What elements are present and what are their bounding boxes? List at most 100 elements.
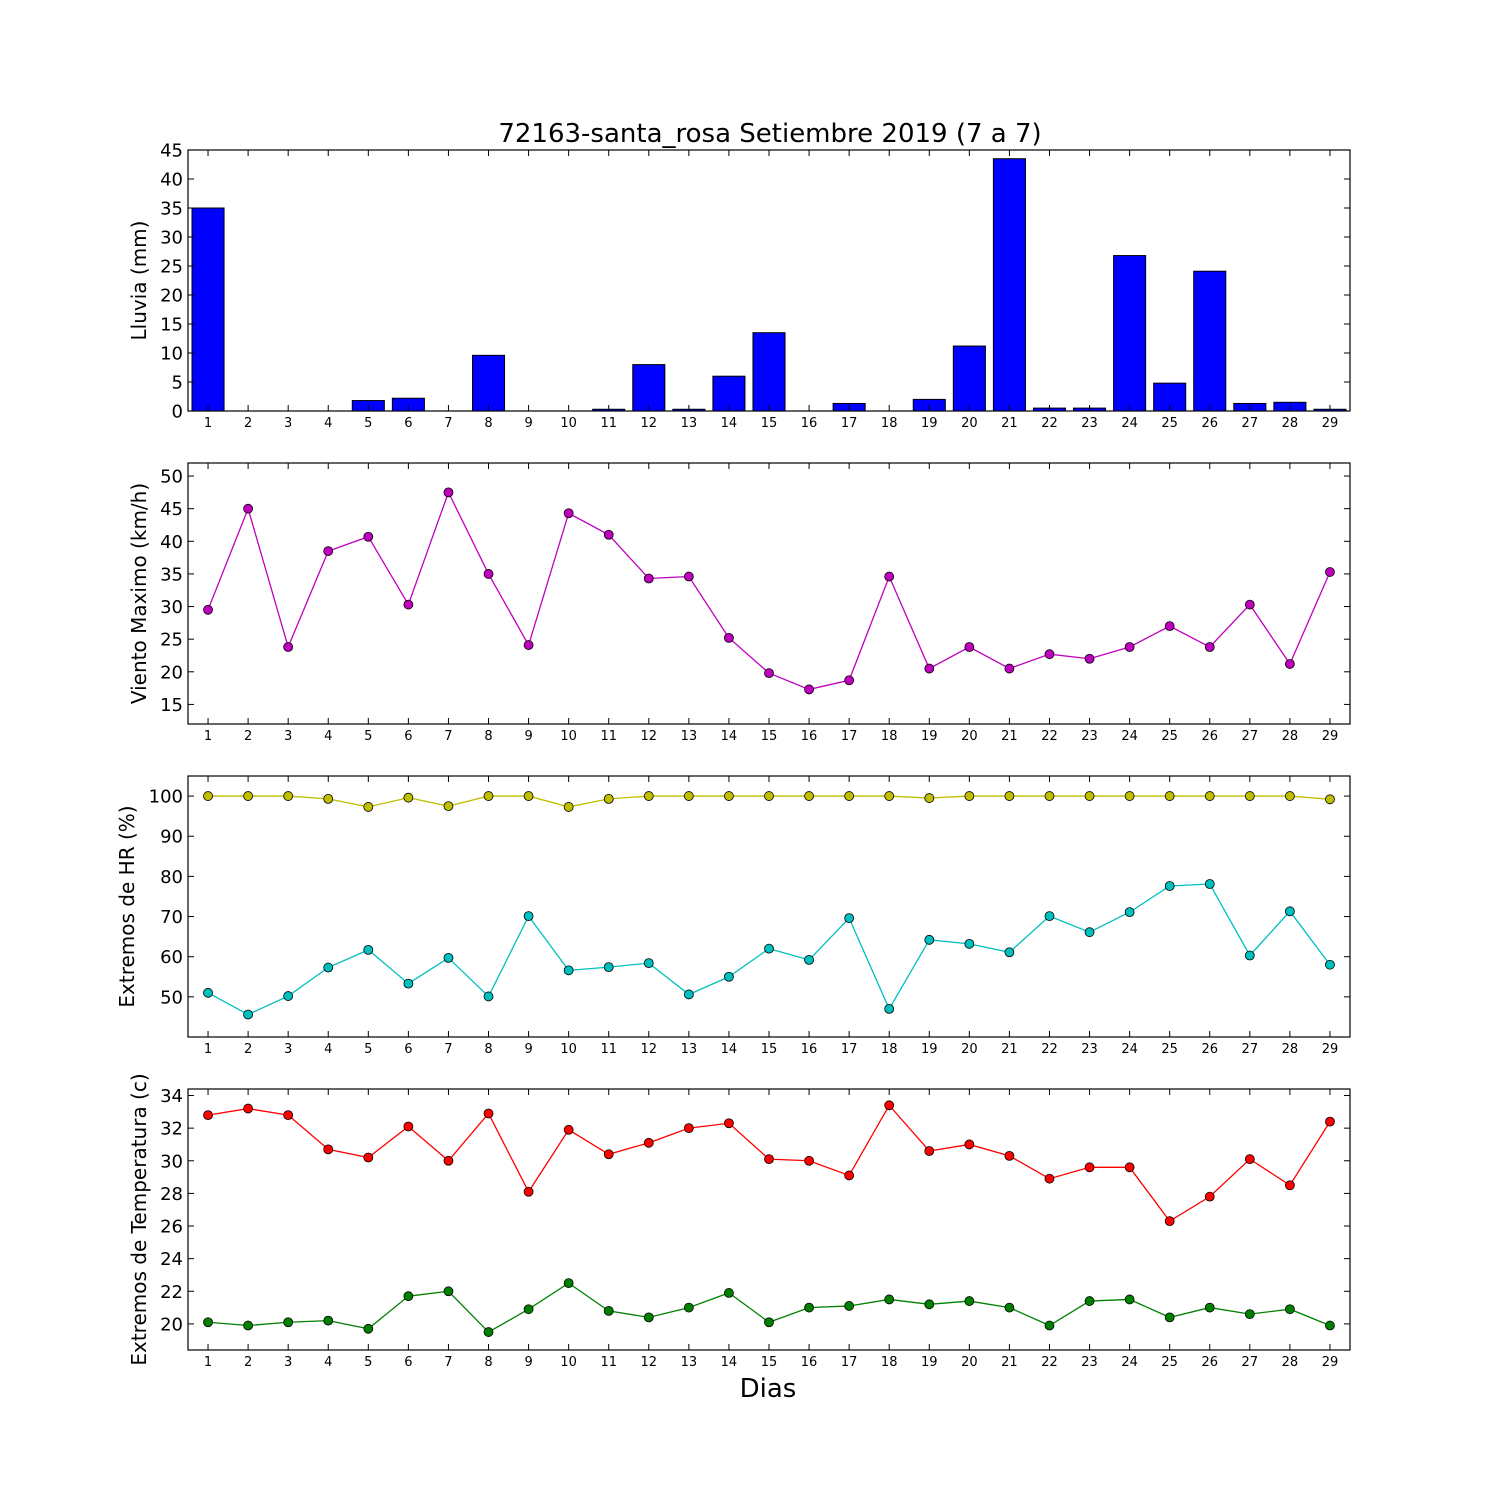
data-point bbox=[764, 1317, 774, 1328]
x-tick-label: 15 bbox=[761, 729, 778, 744]
data-point bbox=[203, 1317, 213, 1328]
x-tick-label: 1 bbox=[204, 416, 212, 431]
data-point bbox=[1004, 791, 1015, 801]
x-tick-label: 23 bbox=[1081, 1355, 1098, 1370]
y-tick-label: 40 bbox=[160, 532, 183, 553]
x-tick-label: 12 bbox=[641, 729, 658, 744]
x-tick-label: 11 bbox=[600, 1042, 617, 1057]
data-point bbox=[844, 675, 855, 686]
data-point bbox=[724, 1118, 734, 1129]
data-point bbox=[643, 791, 654, 801]
x-tick-label: 4 bbox=[324, 729, 332, 744]
data-point bbox=[563, 508, 574, 519]
y-tick-label: 20 bbox=[160, 286, 183, 307]
data-point bbox=[884, 1100, 895, 1111]
data-point bbox=[243, 503, 254, 514]
x-tick-label: 22 bbox=[1041, 1042, 1058, 1057]
series-line-1 bbox=[207, 490, 1331, 691]
x-tick-label: 8 bbox=[484, 1042, 492, 1057]
data-point bbox=[283, 1317, 294, 1328]
data-point bbox=[1124, 1294, 1135, 1305]
data-point bbox=[523, 791, 534, 801]
data-point bbox=[1204, 879, 1215, 889]
x-tick-label: 14 bbox=[721, 729, 738, 744]
data-point bbox=[683, 1302, 694, 1313]
x-tick-label: 16 bbox=[801, 1355, 818, 1370]
y-tick-label: 80 bbox=[160, 867, 183, 888]
x-tick-label: 9 bbox=[524, 729, 532, 744]
data-point bbox=[724, 791, 734, 801]
y-tick-label: 35 bbox=[160, 199, 183, 220]
data-point bbox=[1164, 881, 1175, 891]
x-tick-label: 28 bbox=[1282, 1355, 1299, 1370]
x-tick-label: 26 bbox=[1201, 1042, 1218, 1057]
data-point bbox=[1044, 649, 1055, 660]
chart-panel-2: 1 2 3 4 5 6 7 8 9 10 11 12 13 14 15 16 17 18 19 20 21 22 23 24 2… bbox=[127, 462, 1351, 744]
x-tick-label: 18 bbox=[881, 1042, 898, 1057]
x-tick-label: 19 bbox=[921, 1355, 938, 1370]
data-point bbox=[443, 1155, 454, 1166]
x-tick-label: 7 bbox=[444, 729, 452, 744]
x-tick-label: 29 bbox=[1322, 1355, 1339, 1370]
data-point bbox=[884, 1003, 895, 1014]
y-axis-label: Lluvia (mm) bbox=[127, 221, 151, 341]
data-point bbox=[323, 793, 334, 804]
data-point bbox=[964, 938, 975, 949]
x-tick-label: 12 bbox=[641, 416, 658, 431]
data-point bbox=[443, 953, 454, 963]
data-point bbox=[764, 943, 774, 954]
bar bbox=[752, 332, 786, 412]
y-tick-label: 15 bbox=[160, 315, 183, 336]
x-tick-label: 1 bbox=[204, 1042, 212, 1057]
y-tick-label: 10 bbox=[160, 344, 183, 365]
x-tick-label: 18 bbox=[881, 416, 898, 431]
x-tick-label: 12 bbox=[641, 1355, 658, 1370]
y-tick-label: 25 bbox=[160, 630, 183, 651]
x-tick-label: 16 bbox=[801, 1042, 818, 1057]
y-tick-label: 25 bbox=[160, 257, 183, 278]
data-point bbox=[1285, 1180, 1295, 1191]
data-point bbox=[1285, 659, 1295, 669]
data-point bbox=[1084, 791, 1095, 801]
data-point bbox=[563, 1124, 574, 1135]
data-point bbox=[523, 911, 534, 922]
data-point bbox=[483, 1327, 494, 1337]
x-tick-label: 26 bbox=[1201, 729, 1218, 744]
data-point bbox=[884, 571, 895, 582]
data-point bbox=[683, 989, 694, 1000]
data-point bbox=[283, 642, 294, 652]
x-tick-label: 27 bbox=[1242, 729, 1259, 744]
data-point bbox=[603, 793, 614, 804]
data-point bbox=[403, 792, 414, 803]
y-tick-label: 32 bbox=[160, 1119, 183, 1140]
chart-panels: 1 2 3 4 5 6 7 8 9 10 11 12 13 14 15 16 17 18 19 20 21 22 23 24 2… bbox=[115, 141, 1351, 1370]
data-point bbox=[523, 1186, 534, 1197]
data-point bbox=[1285, 1304, 1295, 1315]
y-tick-label: 90 bbox=[160, 827, 183, 848]
bar bbox=[992, 158, 1026, 412]
x-tick-label: 9 bbox=[524, 1355, 532, 1370]
data-point bbox=[363, 1152, 374, 1163]
data-point bbox=[724, 1288, 734, 1298]
x-tick-label: 3 bbox=[284, 729, 292, 744]
x-tick-label: 13 bbox=[681, 416, 698, 431]
data-point bbox=[323, 546, 334, 556]
x-tick-label: 19 bbox=[921, 416, 938, 431]
data-point bbox=[804, 955, 814, 965]
x-tick-label: 28 bbox=[1282, 416, 1299, 431]
data-point bbox=[443, 801, 454, 812]
y-tick-label: 15 bbox=[160, 695, 183, 716]
x-tick-label: 29 bbox=[1322, 416, 1339, 431]
x-tick-label: 8 bbox=[484, 729, 492, 744]
y-axis-label: Extremos de Temperatura (c) bbox=[127, 1073, 151, 1365]
x-tick-label: 23 bbox=[1081, 416, 1098, 431]
data-point bbox=[643, 573, 654, 584]
data-point bbox=[1004, 663, 1015, 674]
data-point bbox=[1244, 950, 1255, 961]
x-tick-label: 20 bbox=[961, 1355, 978, 1370]
x-tick-label: 28 bbox=[1282, 729, 1299, 744]
data-point bbox=[1044, 1320, 1055, 1331]
data-point bbox=[964, 791, 975, 801]
data-point bbox=[443, 487, 454, 498]
